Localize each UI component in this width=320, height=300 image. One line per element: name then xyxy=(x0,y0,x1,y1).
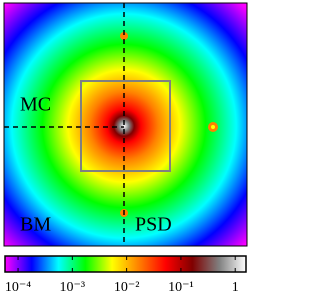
colorbar-tick-label: 10⁻³ xyxy=(60,280,86,295)
colorbar xyxy=(4,255,247,273)
hot-spot xyxy=(120,32,128,40)
heatmap-image xyxy=(3,2,248,247)
region-label: PSD xyxy=(135,214,172,236)
colorbar-tick-label: 10⁻² xyxy=(114,280,140,295)
hot-spot xyxy=(211,125,215,129)
chart: MC BM PSD 10⁻⁴ 10⁻³ 10⁻² 10⁻¹ 1 xyxy=(3,2,248,295)
mc-box xyxy=(80,80,171,172)
colorbar-tick-label: 10⁻¹ xyxy=(168,280,194,295)
region-label: MC xyxy=(20,94,51,116)
colorbar-tick-label: 10⁻⁴ xyxy=(5,280,31,295)
heatmap: MC BM PSD xyxy=(3,2,248,247)
colorbar-tick-label: 1 xyxy=(232,280,239,295)
region-label: BM xyxy=(20,214,51,236)
